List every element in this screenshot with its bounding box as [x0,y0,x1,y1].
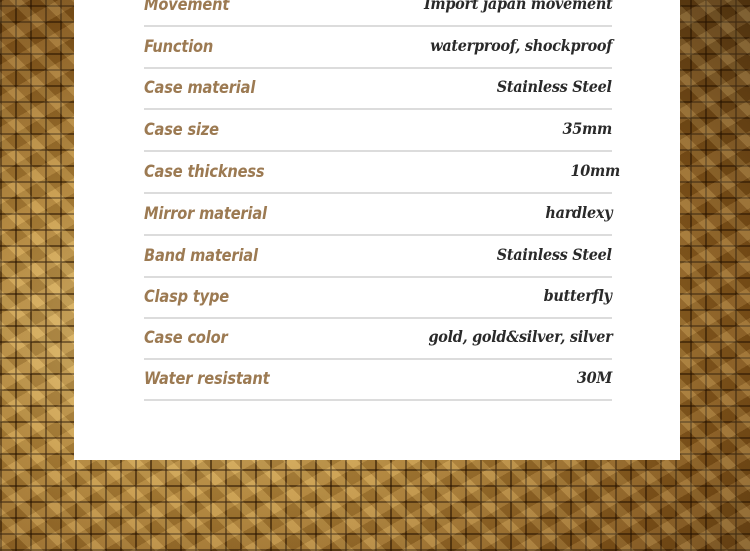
spec-row: Case material Stainless Steel [144,68,612,110]
spec-row: Band material Stainless Steel [144,236,612,278]
spec-value: Stainless Steel [497,245,612,264]
spec-row: Movement Import japan movement [144,0,612,27]
spec-value: butterfly [543,286,612,305]
spec-row: Function waterproof, shockproof [144,27,612,69]
spec-label: Case size [144,120,219,140]
spec-label: Case color [144,328,228,348]
spec-label: Band material [144,246,258,266]
spec-row: Case color gold, gold&silver, silver [144,318,612,360]
spec-card: Movement Import japan movement Function wat… [74,0,680,460]
spec-row: Case thickness 10mm [144,152,620,194]
spec-label: Function [144,37,214,57]
spec-label: Movement [144,0,230,15]
spec-value: Stainless Steel [497,77,612,96]
spec-value: hardlexy [545,203,612,222]
spec-value: Import japan movement [423,0,612,13]
spec-value: 30M [576,368,612,387]
spec-value: 10mm [570,161,621,180]
spec-value: gold, gold&silver, silver [427,327,612,346]
spec-row: Water resistant 30M [144,359,612,401]
spec-label: Case material [144,78,256,98]
spec-row: Clasp type butterfly [144,277,612,319]
spec-value: waterproof, shockproof [430,36,612,55]
spec-label: Case thickness [144,162,265,182]
spec-row: Mirror material hardlexy [144,194,612,236]
spec-row: Case size 35mm [144,110,612,152]
spec-value: 35mm [562,119,613,138]
spec-label: Clasp type [144,287,230,307]
spec-label: Mirror material [144,204,267,224]
spec-label: Water resistant [144,369,270,389]
